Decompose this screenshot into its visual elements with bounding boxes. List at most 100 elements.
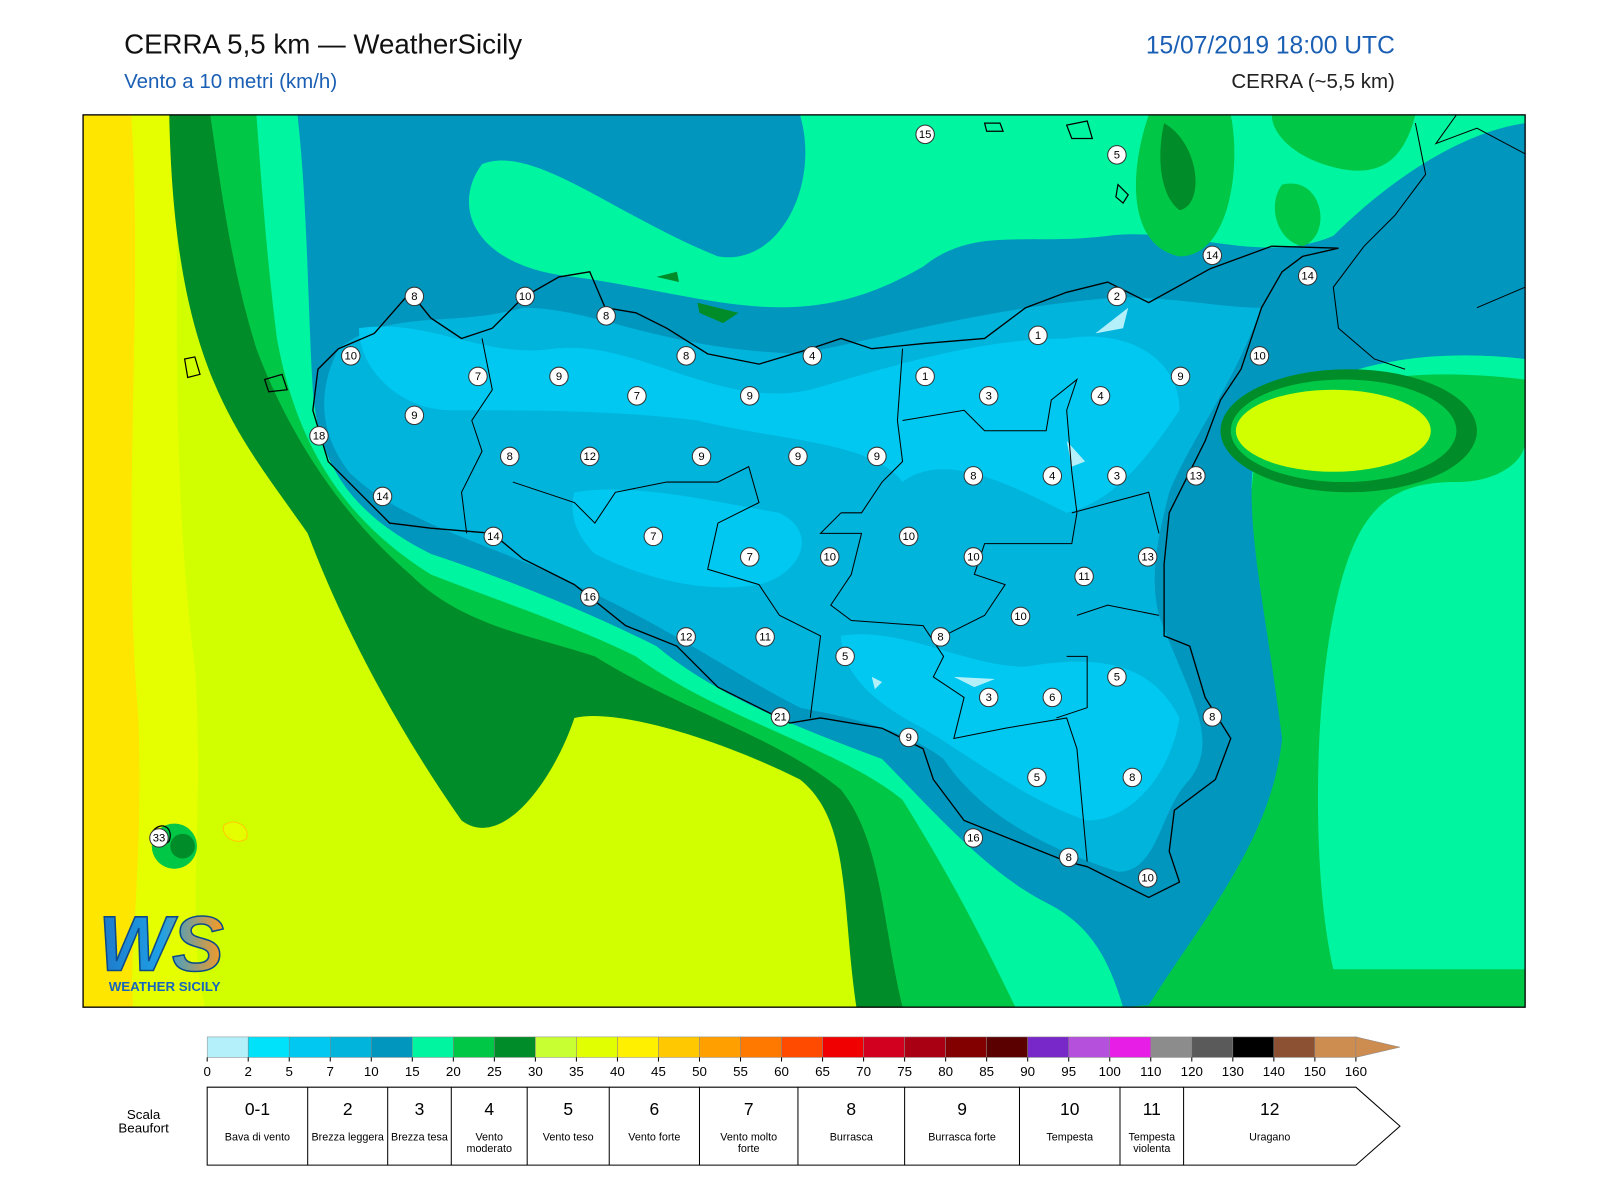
station-marker bbox=[468, 366, 488, 387]
colorbar-tick-label: 55 bbox=[733, 1064, 748, 1079]
station-marker bbox=[963, 828, 984, 848]
station-value: 8 bbox=[1209, 711, 1215, 723]
colorbar-segment bbox=[1027, 1036, 1069, 1058]
station-marker bbox=[691, 446, 712, 467]
station-marker bbox=[1107, 145, 1127, 165]
station-marker bbox=[149, 828, 169, 848]
station-value: 4 bbox=[1049, 470, 1055, 482]
colorbar-segment bbox=[494, 1036, 536, 1058]
station-value: 8 bbox=[603, 310, 609, 322]
station-marker bbox=[1170, 366, 1191, 387]
station-marker bbox=[1010, 606, 1031, 627]
station-marker bbox=[898, 727, 919, 748]
station-value: 11 bbox=[1078, 571, 1090, 583]
colorbar-segment bbox=[371, 1036, 413, 1058]
beaufort-force: 3 bbox=[415, 1099, 425, 1119]
station-marker bbox=[676, 627, 696, 647]
station-marker bbox=[1297, 266, 1318, 286]
colorbar-segment bbox=[863, 1036, 905, 1058]
station-marker bbox=[978, 687, 999, 708]
colorbar-tick-label: 25 bbox=[487, 1064, 502, 1079]
station-value: 14 bbox=[1301, 270, 1314, 282]
station-value: 9 bbox=[556, 371, 562, 383]
station-marker bbox=[483, 526, 504, 547]
station-value: 9 bbox=[747, 390, 753, 402]
colorbar-tick-label: 15 bbox=[405, 1064, 420, 1079]
station-marker bbox=[341, 346, 361, 366]
beaufort-label: Scala Beaufort bbox=[118, 1107, 169, 1136]
station-value: 3 bbox=[1114, 470, 1120, 482]
beaufort-name: Vento teso bbox=[542, 1132, 594, 1144]
colorbar-segment bbox=[1109, 1036, 1152, 1058]
station-marker bbox=[1028, 325, 1048, 346]
station-value: 2 bbox=[1114, 291, 1120, 303]
colorbar-tick-label: 5 bbox=[286, 1064, 293, 1079]
beaufort-name: Vento moderato bbox=[466, 1132, 512, 1155]
beaufort-force: 2 bbox=[343, 1099, 353, 1119]
station-marker bbox=[580, 587, 600, 607]
colorbar-tick-label: 45 bbox=[651, 1064, 666, 1079]
station-marker bbox=[580, 446, 600, 467]
station-value: 5 bbox=[842, 651, 848, 663]
colorbar-segment bbox=[740, 1036, 782, 1058]
station-marker bbox=[676, 346, 696, 366]
colorbar-segment bbox=[1273, 1036, 1316, 1058]
station-marker bbox=[549, 366, 569, 387]
station-value: 16 bbox=[967, 832, 980, 844]
station-marker bbox=[1058, 847, 1079, 868]
colorbar-segment bbox=[822, 1036, 864, 1058]
station-value: 10 bbox=[345, 350, 358, 362]
beaufort-frame bbox=[206, 1086, 1401, 1166]
station-marker bbox=[1249, 346, 1270, 366]
station-value: 13 bbox=[1141, 551, 1154, 563]
beaufort-label-box: Scala Beaufort bbox=[118, 1107, 169, 1136]
logo-mark: WS bbox=[98, 899, 224, 987]
station-value: 5 bbox=[1034, 772, 1040, 784]
station-marker bbox=[1042, 466, 1063, 486]
station-marker bbox=[372, 486, 393, 507]
colorbar-tick-label: 95 bbox=[1061, 1064, 1076, 1079]
beaufort-force: 9 bbox=[957, 1099, 967, 1119]
station-value: 7 bbox=[650, 531, 656, 543]
colorbar-segment bbox=[699, 1036, 741, 1058]
beaufort-name: Tempesta violenta bbox=[1128, 1132, 1176, 1155]
station-marker bbox=[404, 286, 425, 307]
beaufort-name-box: Brezza tesa bbox=[391, 1132, 448, 1142]
station-value: 10 bbox=[1253, 350, 1266, 362]
beaufort-name-box: Burrasca forte bbox=[928, 1132, 996, 1142]
beaufort-name-box: Brezza leggera bbox=[311, 1132, 383, 1142]
station-marker bbox=[1137, 547, 1158, 567]
beaufort-force: 6 bbox=[650, 1099, 660, 1119]
station-marker bbox=[1090, 386, 1111, 406]
station-marker bbox=[915, 366, 935, 387]
colorbar-tick-label: 85 bbox=[979, 1064, 994, 1079]
station-value: 6 bbox=[1049, 692, 1055, 704]
beaufort-name: Vento molto forte bbox=[720, 1132, 778, 1155]
beaufort-name-box: Tempesta violenta bbox=[1128, 1132, 1176, 1155]
colorbar-tick-label: 160 bbox=[1345, 1064, 1367, 1079]
station-value: 15 bbox=[919, 129, 932, 141]
beaufort-force: 5 bbox=[563, 1099, 573, 1119]
station-marker bbox=[740, 386, 760, 406]
station-value: 8 bbox=[411, 291, 417, 303]
station-marker bbox=[596, 306, 616, 326]
colorbar-tick-label: 75 bbox=[897, 1064, 912, 1079]
station-marker bbox=[1107, 286, 1127, 307]
station-marker bbox=[1202, 707, 1223, 727]
colorbar-segment bbox=[1150, 1036, 1193, 1058]
station-marker bbox=[627, 386, 647, 406]
stations: 15 5 14 14 2 8 10 8 1 10 8 4 10 7 9 1 9 7 9 3 4 9 18 8 12 9 9 9 8 4 3 1… bbox=[149, 124, 1318, 888]
station-value: 10 bbox=[902, 531, 915, 543]
station-marker bbox=[770, 707, 791, 727]
station-marker bbox=[1074, 566, 1094, 587]
station-value: 33 bbox=[153, 832, 166, 844]
beaufort-name-box: Uragano bbox=[1249, 1132, 1290, 1142]
station-value: 8 bbox=[937, 631, 943, 643]
beaufort-force: 10 bbox=[1060, 1099, 1080, 1119]
colorbar-tick-label: 10 bbox=[364, 1064, 379, 1079]
model-label: CERRA (~5,5 km) bbox=[1231, 70, 1394, 93]
station-value: 8 bbox=[970, 470, 976, 482]
colorbar-segment bbox=[329, 1036, 372, 1058]
map-frame bbox=[82, 114, 1526, 1008]
